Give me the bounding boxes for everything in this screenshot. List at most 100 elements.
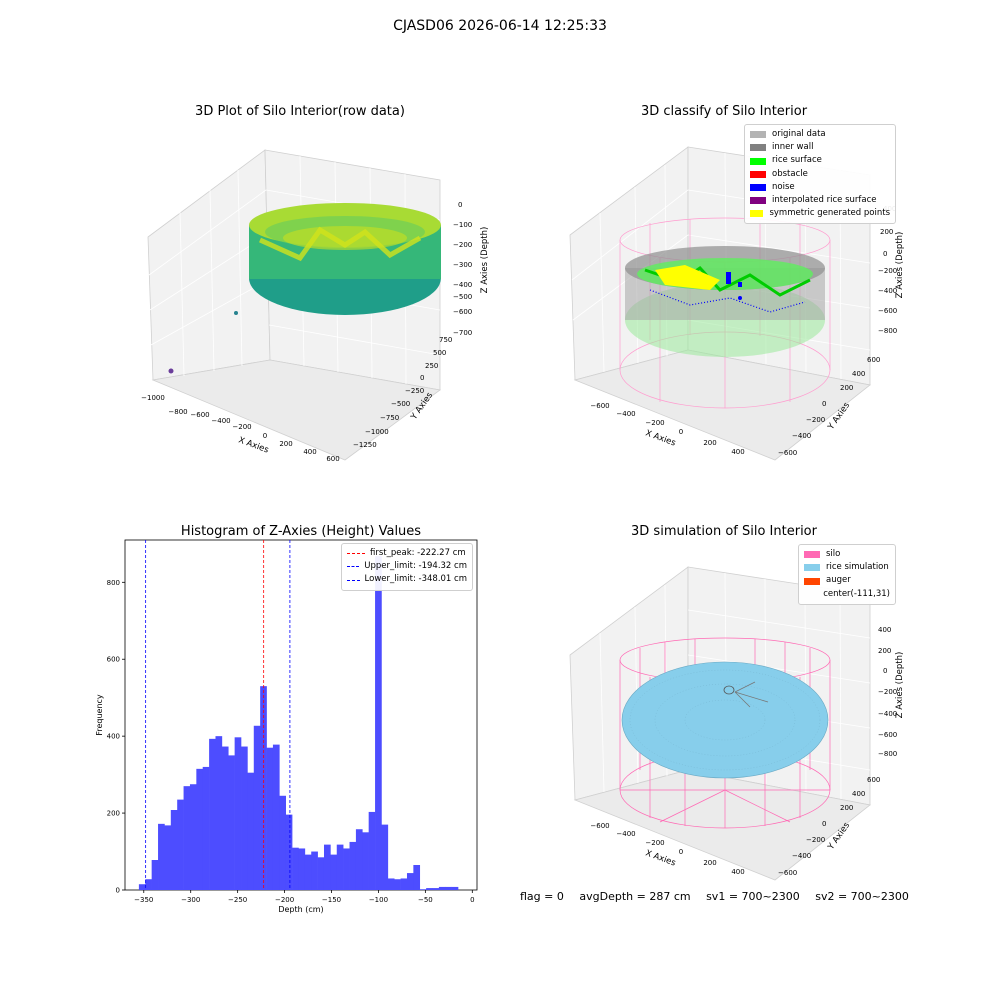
raw-ytick: 250 [425, 362, 438, 370]
histogram-ytick-label: 400 [107, 733, 120, 741]
histogram-ytick-label: 200 [107, 810, 120, 818]
classify-xticks: −600 −400 −200 0 200 400 [590, 402, 744, 456]
raw-ytick: −1000 [365, 428, 389, 436]
classify-xtick: −200 [645, 419, 664, 427]
simulation-yticks: −600 −400 −200 0 200 400 600 [778, 776, 880, 877]
legend-item-silo: silo [804, 548, 890, 561]
legend-item-auger: auger [804, 574, 890, 587]
classify-ytick: −200 [806, 416, 825, 424]
simulation-ztick: 200 [878, 647, 891, 655]
histogram-ylabel: Frequency [95, 694, 104, 736]
classify-ztick: −400 [878, 287, 897, 295]
classify-xtick: −600 [590, 402, 609, 410]
histogram-bar [272, 744, 280, 890]
legend-label: Upper_limit: -194.32 cm [364, 561, 467, 572]
legend-label: interpolated rice surface [772, 195, 877, 206]
raw-ytick: 0 [420, 374, 424, 382]
raw-ztick: 0 [458, 201, 462, 209]
histogram-bar [406, 873, 414, 890]
histogram-bar [151, 860, 159, 890]
legend-item-noise: noise [750, 181, 890, 194]
histogram-xtick-label: −250 [228, 896, 247, 904]
histogram-bar [349, 841, 357, 890]
simulation-rice-surface [621, 661, 829, 779]
simulation-xtick: 0 [679, 848, 683, 856]
sv2-text: sv2 = 700~2300 [815, 890, 909, 903]
legend-label: Lower_limit: -348.01 cm [364, 574, 467, 585]
histogram-xtick-label: −200 [275, 896, 294, 904]
legend-label: noise [772, 181, 795, 192]
legend-item-symmetric-generated-points: symmetric generated points [750, 207, 890, 220]
simulation-plot-title: 3D simulation of Silo Interior [631, 524, 817, 539]
legend-line [347, 566, 360, 568]
histogram-bar [260, 686, 267, 890]
raw-ztick: −100 [453, 221, 472, 229]
legend-item-rice-surface: rice surface [750, 154, 890, 167]
histogram-bar [266, 747, 274, 890]
histogram-bar [279, 795, 286, 890]
raw-xtick: 200 [279, 440, 292, 448]
legend-item-interpolated-rice-surface: interpolated rice surface [750, 194, 890, 207]
classify-ztick: −800 [878, 327, 897, 335]
histogram-bar [170, 810, 178, 890]
raw-xtick: −1000 [141, 394, 165, 402]
simulation-ztick: −600 [878, 731, 897, 739]
simulation-xtick: 200 [703, 859, 716, 867]
legend-label: first_peak: -222.27 cm [370, 548, 466, 558]
classify-xtick: 400 [731, 448, 744, 456]
legend-swatch [750, 131, 766, 139]
simulation-xtick: 400 [731, 868, 744, 876]
simulation-ztick: 0 [883, 667, 887, 675]
histogram-bar [215, 736, 223, 890]
histogram-chart: −350 −300 −250 −200 −150 −100 −50 0 0 200 400 600 8… [95, 539, 478, 914]
histogram-xlabel: Depth (cm) [278, 905, 323, 914]
legend-line [347, 553, 365, 555]
histogram-bar [381, 824, 389, 890]
histogram-bar [413, 865, 421, 890]
histogram-xtick-label: −150 [322, 896, 341, 904]
classify-xtick: −400 [616, 410, 635, 418]
raw-ztick: −400 [453, 281, 472, 289]
legend-swatch [804, 564, 820, 572]
histogram-bar [311, 851, 318, 890]
raw-xtick: −800 [168, 408, 187, 416]
classify-ztick: −200 [878, 267, 897, 275]
histogram-bars [138, 556, 459, 890]
status-footer: flag = 0 avgDepth = 287 cm sv1 = 700~230… [520, 890, 921, 903]
raw-xtick: −200 [232, 423, 251, 431]
legend-item-obstacle: obstacle [750, 168, 890, 181]
histogram-xtick-label: −50 [418, 896, 433, 904]
histogram-bar [438, 886, 446, 890]
raw-ytick: 500 [433, 349, 446, 357]
legend-item-rice-simulation: rice simulation [804, 561, 890, 574]
legend-label: center(-111,31) [823, 588, 890, 599]
simulation-ztick: −400 [878, 710, 897, 718]
histogram-bar [202, 766, 210, 890]
raw-ztick: −300 [453, 261, 472, 269]
legend-swatch [804, 591, 817, 598]
raw-xtick: 400 [303, 448, 316, 456]
simulation-zlabel: Z Axies (Depth) [895, 652, 905, 719]
histogram-vlines [145, 540, 291, 890]
legend-label: obstacle [772, 168, 808, 179]
simulation-xtick: −200 [645, 839, 664, 847]
classify-ytick: −600 [778, 449, 797, 457]
histogram-bar [343, 848, 350, 890]
simulation-xtick: −400 [616, 830, 635, 838]
raw-xticks: −1000 −800 −600 −400 −200 0 200 400 600 [141, 394, 340, 463]
histogram-xtick-label: −100 [369, 896, 388, 904]
simulation-ytick: −400 [792, 852, 811, 860]
classify-xtick: 200 [703, 439, 716, 447]
simulation-zticks: 400 200 0 −200 −400 −600 −800 [878, 626, 897, 758]
histogram-bar [445, 886, 452, 890]
legend-swatch [750, 144, 766, 152]
raw-ztick: −600 [453, 308, 472, 316]
classify-ztick: −600 [878, 307, 897, 315]
classify-legend: original data inner wall rice surface ob… [744, 124, 896, 225]
histogram-ytick-label: 0 [116, 887, 120, 895]
histogram-bar [228, 755, 235, 890]
sv1-text: sv1 = 700~2300 [706, 890, 800, 903]
simulation-ytick: 200 [840, 804, 853, 812]
raw-yticks: −1250 −1000 −750 −500 −250 0 250 500 750 [353, 336, 452, 449]
simulation-ytick: 600 [867, 776, 880, 784]
